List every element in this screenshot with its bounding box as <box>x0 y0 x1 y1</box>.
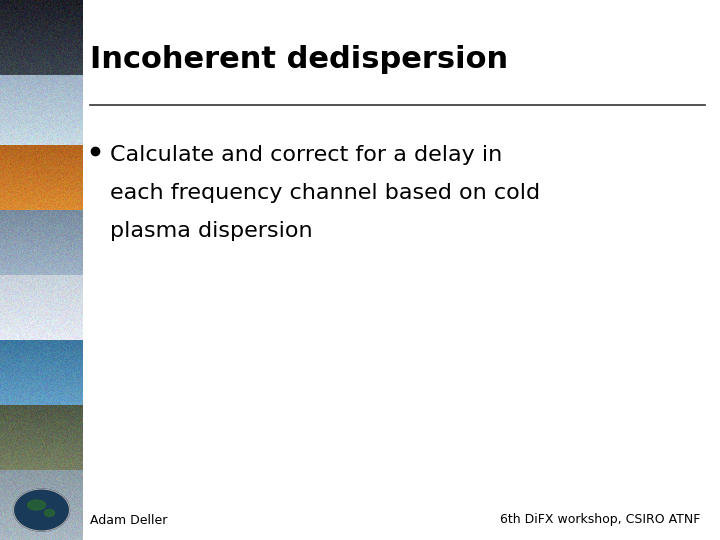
Text: Calculate and correct for a delay in: Calculate and correct for a delay in <box>110 145 503 165</box>
Ellipse shape <box>14 489 70 531</box>
Text: plasma dispersion: plasma dispersion <box>110 221 312 241</box>
Text: Incoherent dedispersion: Incoherent dedispersion <box>90 45 508 75</box>
Text: each frequency channel based on cold: each frequency channel based on cold <box>110 183 540 203</box>
Text: Adam Deller: Adam Deller <box>90 514 167 526</box>
Text: 6th DiFX workshop, CSIRO ATNF: 6th DiFX workshop, CSIRO ATNF <box>500 514 700 526</box>
Bar <box>83 0 720 540</box>
Ellipse shape <box>45 510 55 516</box>
Ellipse shape <box>27 500 45 510</box>
